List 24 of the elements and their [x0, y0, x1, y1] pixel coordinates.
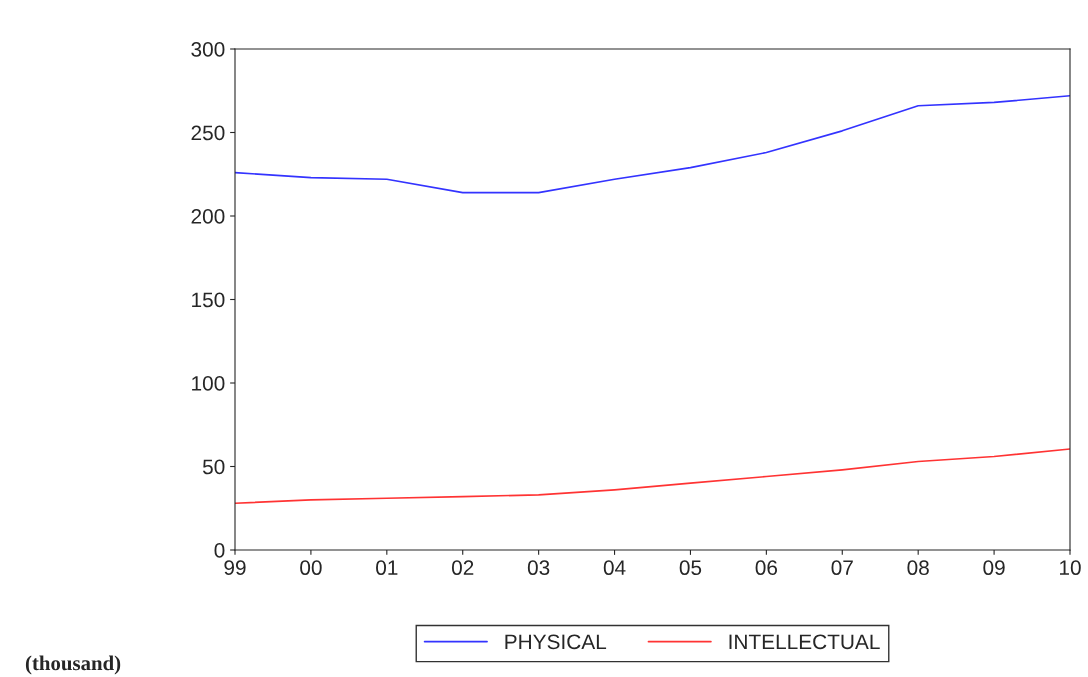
text: (thousand): [25, 655, 121, 675]
y-tick-label: 50: [202, 459, 225, 475]
x-tick-label: 07: [831, 560, 853, 576]
x-tick-label: 08: [907, 560, 929, 576]
y-tick-label: 300: [191, 42, 225, 57]
x-tick-label: 06: [755, 560, 778, 576]
x-tick-label: 05: [679, 560, 702, 576]
x-tick-label: 02: [451, 560, 474, 576]
x-tick-label: 09: [983, 560, 1005, 576]
y-tick-label: 150: [192, 292, 225, 308]
x-tick-label: 00: [300, 560, 322, 576]
legend-label: PHYSICAL: [505, 634, 607, 650]
line-series: [235, 94, 1070, 194]
y-tick-label: 100: [192, 376, 225, 391]
legend-label: INTELLECTUAL: [729, 634, 880, 650]
y-tick-label: 200: [191, 209, 225, 224]
x-tick-label: 04: [603, 560, 626, 576]
line-series: [235, 448, 1070, 505]
x-tick-label: 03: [527, 560, 550, 576]
y-tick-label: 0: [214, 543, 225, 558]
x-tick-label: 99: [224, 560, 246, 576]
x-tick-label: 10: [1060, 560, 1081, 576]
y-tick-label: 250: [191, 125, 225, 141]
x-tick-label: 01: [376, 560, 398, 576]
